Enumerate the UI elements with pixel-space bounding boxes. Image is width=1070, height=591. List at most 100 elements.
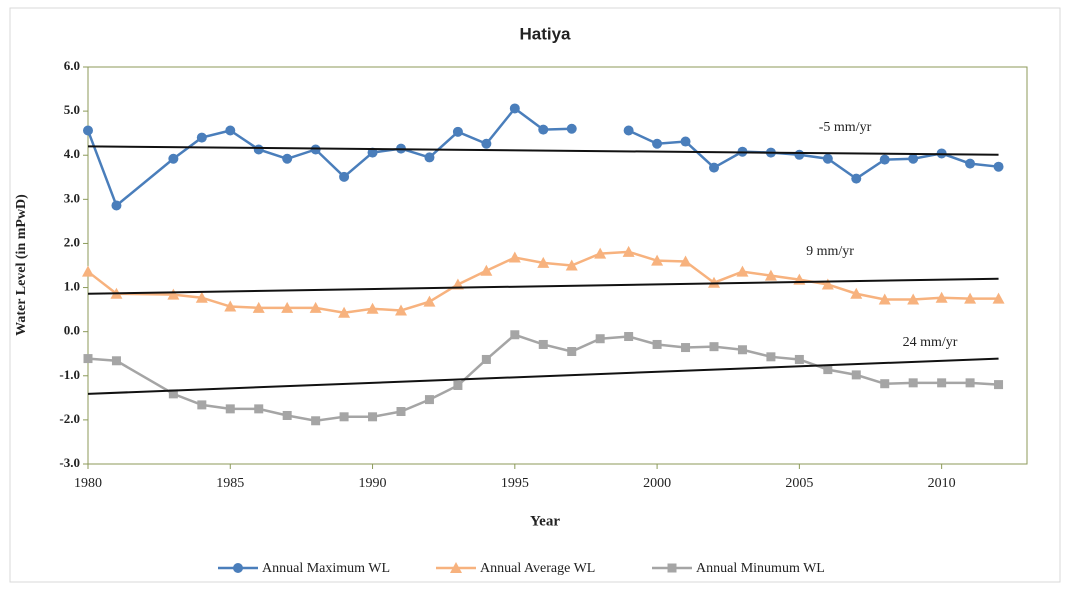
marker — [424, 395, 434, 405]
marker — [338, 306, 351, 318]
marker — [282, 153, 293, 164]
marker — [197, 400, 207, 410]
series-line — [87, 250, 999, 314]
marker — [450, 562, 462, 573]
marker — [225, 404, 235, 414]
y-tick-label: 2.0 — [64, 234, 80, 249]
marker — [282, 410, 292, 420]
marker — [195, 291, 208, 303]
x-tick-label: 1985 — [216, 476, 244, 491]
marker — [908, 153, 919, 164]
marker — [993, 161, 1004, 172]
y-tick-label: -3.0 — [59, 455, 80, 470]
marker — [252, 301, 265, 313]
marker — [937, 378, 947, 388]
marker — [481, 138, 492, 149]
marker — [823, 365, 833, 375]
trend-line — [87, 357, 999, 395]
marker — [367, 147, 378, 158]
marker — [794, 149, 805, 160]
marker — [850, 287, 863, 299]
y-tick-label: -1.0 — [59, 367, 80, 382]
legend-label: Annual Minumum WL — [696, 561, 825, 576]
marker — [681, 343, 691, 353]
marker — [679, 255, 692, 267]
marker — [879, 154, 890, 165]
marker — [651, 254, 664, 266]
x-tick-label: 2000 — [643, 476, 671, 491]
marker — [624, 332, 634, 342]
marker — [453, 380, 463, 390]
marker — [83, 354, 93, 364]
x-tick-label: 1990 — [359, 476, 387, 491]
marker — [851, 173, 862, 184]
marker — [537, 256, 550, 268]
marker — [652, 339, 662, 349]
y-tick-label: 1.0 — [64, 279, 80, 294]
series-line — [87, 333, 999, 423]
marker — [994, 380, 1004, 390]
marker — [709, 162, 719, 173]
y-tick-label: -2.0 — [59, 411, 80, 426]
marker — [794, 354, 804, 364]
marker — [680, 136, 691, 147]
marker — [766, 352, 776, 362]
marker — [366, 302, 379, 314]
marker — [764, 269, 777, 281]
marker — [880, 379, 890, 389]
y-tick-label: 6.0 — [64, 58, 80, 73]
y-tick-label: 0.0 — [64, 323, 80, 338]
marker — [709, 342, 719, 352]
x-tick-label: 2010 — [928, 476, 956, 491]
x-tick-label: 1980 — [74, 476, 102, 491]
trend-line — [87, 277, 999, 295]
marker — [309, 301, 322, 313]
marker — [233, 563, 243, 573]
plot-area — [87, 66, 1028, 465]
y-tick-label: 3.0 — [64, 190, 80, 205]
marker — [83, 125, 93, 136]
marker — [253, 144, 264, 155]
legend-label: Annual Average WL — [480, 561, 595, 576]
marker — [565, 259, 578, 271]
marker — [935, 291, 948, 303]
marker — [567, 347, 577, 357]
marker — [196, 132, 207, 143]
marker — [339, 412, 349, 422]
marker — [281, 301, 294, 313]
marker — [622, 245, 635, 257]
marker — [822, 153, 833, 164]
trend-label: 9 mm/yr — [806, 244, 854, 259]
legend-label: Annual Maximum WL — [262, 561, 390, 576]
marker — [396, 407, 406, 417]
marker — [168, 389, 178, 399]
marker — [311, 416, 321, 426]
marker — [339, 171, 350, 182]
marker — [594, 247, 607, 259]
marker — [908, 378, 918, 388]
marker — [566, 123, 577, 134]
marker — [423, 295, 436, 307]
marker — [368, 412, 378, 422]
marker — [851, 370, 861, 380]
marker — [481, 354, 491, 364]
marker — [508, 251, 521, 263]
marker — [509, 103, 520, 114]
trend-label: 24 mm/yr — [903, 335, 958, 350]
trend-line — [87, 145, 999, 156]
marker — [595, 334, 605, 344]
y-tick-label: 4.0 — [64, 146, 80, 161]
marker — [708, 276, 720, 288]
trend-label: -5 mm/yr — [819, 120, 872, 135]
marker — [965, 378, 975, 388]
marker — [424, 152, 435, 163]
marker — [167, 288, 180, 300]
marker — [992, 292, 1005, 304]
marker — [395, 304, 407, 316]
marker — [480, 264, 493, 276]
marker — [254, 404, 264, 414]
marker — [538, 124, 549, 135]
marker — [623, 125, 634, 136]
marker — [111, 200, 122, 211]
